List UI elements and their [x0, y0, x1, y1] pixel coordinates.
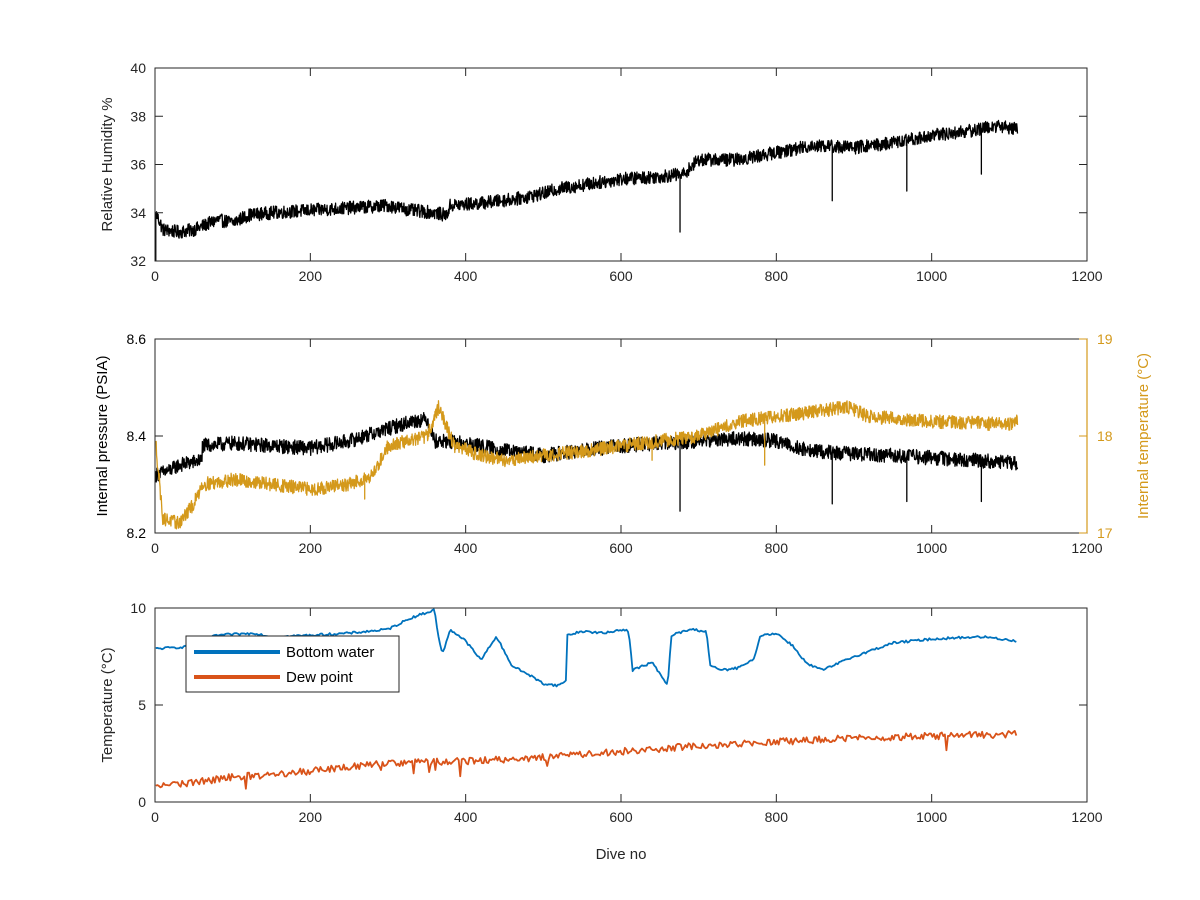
x-tick-label: 800: [765, 540, 789, 556]
y-tick-label: 34: [130, 205, 146, 221]
x-tick-label: 800: [765, 809, 789, 825]
x-tick-label: 600: [609, 809, 633, 825]
right-y-tick-label: 17: [1097, 525, 1113, 541]
y-tick-label: 5: [138, 697, 146, 713]
y-tick-label: 10: [130, 600, 146, 616]
pressure-series-2-line: [155, 400, 1019, 530]
legend: Bottom water Dew point: [185, 635, 400, 693]
humidity-ticks: 0 200 400 600 800 1000 1200 32 34 36 38 40: [130, 60, 1102, 284]
x-tick-label: 1000: [916, 809, 947, 825]
right-y-tick-label: 19: [1097, 331, 1113, 347]
temperature-panel: 0 200 400 600 800 1000 1200 0 5 10 Temperature (°…: [99, 600, 1103, 863]
x-tick-label: 200: [299, 268, 323, 284]
y-tick-label: 8.2: [127, 525, 147, 541]
humidity-y-axis-label: Relative Humidity %: [99, 97, 116, 231]
legend-label-bottom-water: Bottom water: [286, 644, 374, 661]
y-tick-label: 40: [130, 60, 146, 76]
pressure-y-axis-label: Internal pressure (PSIA): [94, 356, 111, 517]
x-tick-label: 600: [609, 268, 633, 284]
temperature-ticks: 0 200 400 600 800 1000 1200 0 5 10: [130, 600, 1102, 825]
dew-point-line: [155, 729, 1018, 790]
x-tick-label: 0: [151, 268, 159, 284]
x-tick-label: 400: [454, 540, 478, 556]
humidity-series-1-line: [155, 119, 1019, 261]
y-tick-label: 8.4: [127, 428, 147, 444]
y-tick-label: 8.6: [127, 331, 147, 347]
y-tick-label: 38: [130, 108, 146, 124]
x-tick-label: 0: [151, 540, 159, 556]
humidity-panel: 0 200 400 600 800 1000 1200 32 34 36 38 40 Relative…: [99, 60, 1103, 284]
internal-temperature-y-axis-label: Internal temperature (°C): [1135, 353, 1152, 519]
x-tick-label: 1200: [1071, 809, 1102, 825]
legend-box: [185, 635, 400, 693]
x-tick-label: 400: [454, 809, 478, 825]
pressure-temperature-lines: [155, 400, 1019, 530]
bottom-water-line: [155, 608, 1017, 688]
legend-label-dew-point: Dew point: [286, 669, 354, 686]
x-tick-label: 400: [454, 268, 478, 284]
x-tick-label: 1200: [1071, 268, 1102, 284]
x-tick-label: 0: [151, 809, 159, 825]
x-tick-label: 600: [609, 540, 633, 556]
right-y-tick-label: 18: [1097, 428, 1113, 444]
x-tick-label: 200: [299, 809, 323, 825]
x-tick-label: 1000: [916, 268, 947, 284]
y-tick-label: 32: [130, 253, 146, 269]
x-tick-label: 1000: [916, 540, 947, 556]
x-tick-label: 800: [765, 268, 789, 284]
pressure-temperature-panel: 0 200 400 600 800 1000 1200 8.2 8.4 8.6 17 18 19 Int…: [94, 331, 1152, 556]
pressure-ticks: 0 200 400 600 800 1000 1200 8.2 8.4 8.6 17 18 19: [127, 331, 1113, 556]
temperature-y-axis-label: Temperature (°C): [99, 647, 116, 762]
x-tick-label: 1200: [1071, 540, 1102, 556]
y-tick-label: 36: [130, 157, 146, 173]
humidity-lines: [155, 119, 1019, 261]
x-axis-label: Dive no: [596, 846, 647, 863]
y-tick-label: 0: [138, 794, 146, 810]
x-tick-label: 200: [299, 540, 323, 556]
temperature-lines: [155, 608, 1018, 790]
